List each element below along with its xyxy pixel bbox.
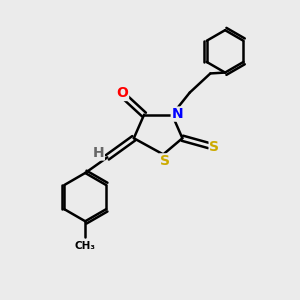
Text: H: H [93, 146, 104, 160]
Text: O: O [117, 86, 129, 100]
Text: N: N [171, 107, 183, 121]
Text: S: S [209, 140, 219, 154]
Text: S: S [160, 154, 170, 168]
Text: CH₃: CH₃ [75, 241, 96, 251]
